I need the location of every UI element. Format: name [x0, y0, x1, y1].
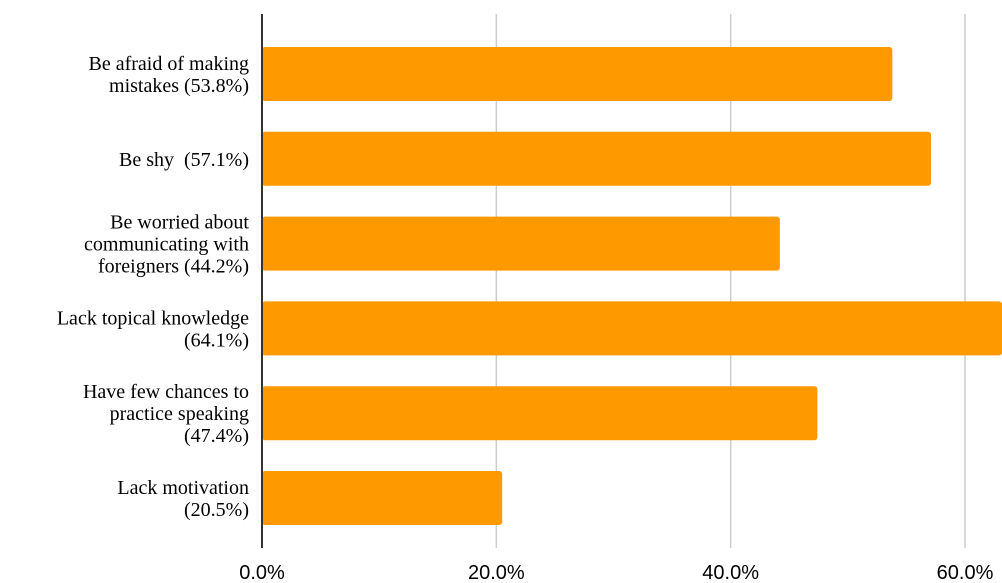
- category-label: Have few chances to practice speaking (47.…: [83, 381, 249, 447]
- x-tick-labels: 0.0% 20.0% 40.0% 60.0%: [239, 562, 993, 583]
- category-label: Be shy (57.1%): [119, 149, 249, 171]
- bar: [262, 386, 818, 441]
- category-label: Be afraid of making mistakes (53.8%): [89, 53, 250, 97]
- bar: [262, 301, 1002, 356]
- bar: [262, 47, 893, 101]
- x-tick-label: 40.0%: [702, 562, 759, 583]
- x-tick-label: 60.0%: [937, 562, 994, 583]
- bar: [262, 216, 780, 271]
- bars: [262, 47, 1002, 525]
- bar: [262, 131, 932, 186]
- category-label: Be worried about communicating with foreig…: [84, 212, 249, 278]
- grid-lines: [495, 14, 966, 548]
- bar: [262, 471, 503, 525]
- category-label: Lack topical knowledge (64.1%): [57, 307, 249, 351]
- x-tick-label: 20.0%: [468, 562, 525, 583]
- category-labels: Be afraid of making mistakes (53.8%) Be sh…: [57, 53, 250, 521]
- x-tick-label: 0.0%: [239, 562, 285, 583]
- category-label: Lack motivation (20.5%): [117, 477, 249, 521]
